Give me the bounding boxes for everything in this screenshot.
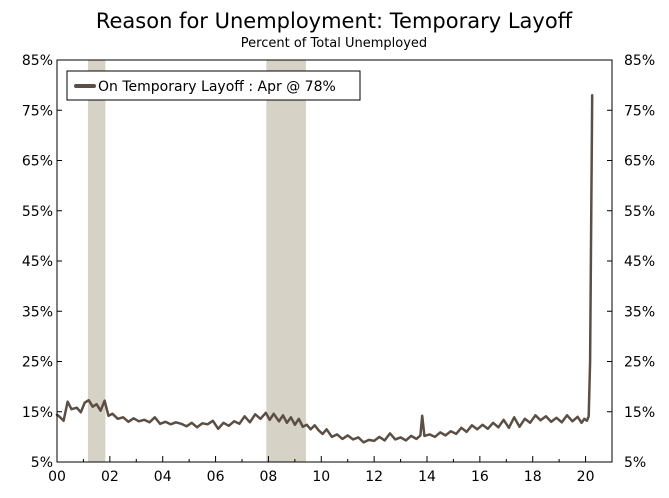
x-tick-label: 16: [471, 469, 489, 485]
recession-shading: [87, 60, 306, 462]
y-tick-label-right: 15%: [624, 405, 655, 421]
x-tick-label: 02: [101, 469, 119, 485]
y-tick-label-right: 25%: [624, 355, 655, 371]
legend: On Temporary Layoff : Apr @ 78%: [66, 70, 361, 101]
recession-band-2: [266, 60, 306, 462]
y-tick-label-left: 45%: [22, 254, 53, 270]
x-tick-label: 00: [48, 469, 66, 485]
legend-label: On Temporary Layoff : Apr @ 78%: [98, 79, 336, 95]
y-tick-label-right: 5%: [624, 455, 646, 471]
x-tick-label: 08: [260, 469, 278, 485]
y-tick-label-left: 85%: [22, 53, 53, 69]
y-tick-label-right: 55%: [624, 204, 655, 220]
x-tick-label: 06: [207, 469, 225, 485]
y-tick-label-left: 5%: [31, 455, 53, 471]
y-tick-label-left: 65%: [22, 154, 53, 170]
y-tick-label-left: 75%: [22, 103, 53, 119]
x-tick-label: 04: [154, 469, 172, 485]
chart-subtitle: Percent of Total Unemployed: [241, 36, 427, 51]
chart-title: Reason for Unemployment: Temporary Layof…: [96, 9, 573, 33]
y-tick-label-left: 55%: [22, 204, 53, 220]
y-tick-label-right: 65%: [624, 154, 655, 170]
x-tick-label: 10: [312, 469, 330, 485]
recession-band-1: [87, 60, 106, 462]
y-tick-label-right: 35%: [624, 304, 655, 320]
y-tick-label-right: 75%: [624, 103, 655, 119]
y-tick-label-right: 85%: [624, 53, 655, 69]
series-line-temporary-layoff: [55, 93, 594, 444]
y-tick-label-left: 15%: [22, 405, 53, 421]
plot-frame: [56, 59, 613, 463]
legend-box: [66, 70, 361, 101]
x-tick-label: 14: [418, 469, 436, 485]
data-series: [55, 93, 594, 444]
y-tick-label-right: 45%: [624, 254, 655, 270]
axes: 5% 5% 15% 15% 25% 25% 35% 35% 45% 45% 55% 55% 65% 65%…: [22, 53, 655, 485]
x-tick-label: 18: [524, 469, 542, 485]
y-tick-label-left: 25%: [22, 355, 53, 371]
x-tick-label: 20: [577, 469, 595, 485]
x-tick-label: 12: [365, 469, 383, 485]
y-tick-label-left: 35%: [22, 304, 53, 320]
